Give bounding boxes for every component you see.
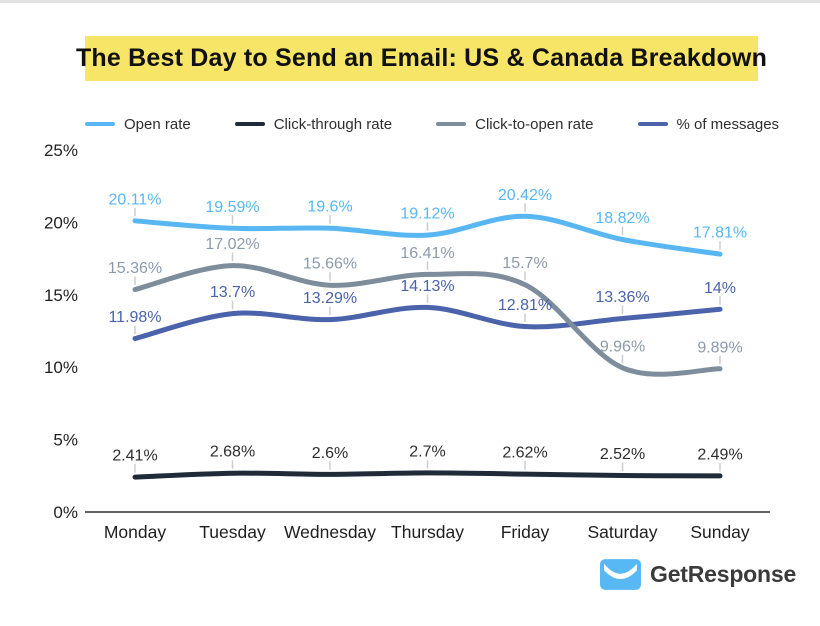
data-point-label: 9.96% [600, 338, 645, 355]
data-point-label: 15.66% [303, 256, 357, 273]
series-line-open-rate [132, 213, 723, 257]
chart-legend: Open rate Click-through rate Click-to-open… [85, 113, 779, 135]
legend-label: Click-through rate [273, 115, 393, 133]
data-point-label: 20.11% [108, 191, 161, 208]
data-point-label: 14% [704, 280, 736, 297]
series-labels-click-to-open-rate: 15.36% 17.02% 15.66% 16.41% 15.7% 9.96% 9.89% [108, 236, 743, 365]
y-tick-label: 15% [44, 286, 78, 305]
data-point-label: 2.7% [409, 443, 445, 460]
y-axis-labels: 0% 5% 10% 15% 20% 25% [44, 141, 78, 522]
legend-item-click-to-open-rate: Click-to-open rate [436, 115, 594, 133]
legend-label: % of messages [676, 115, 780, 133]
data-point-label: 13.36% [595, 289, 649, 306]
data-point-label: 16.41% [400, 245, 454, 262]
series-line-of-messages [132, 304, 723, 342]
series-line-click-to-open-rate [132, 263, 723, 377]
data-point-label: 19.59% [205, 199, 259, 216]
data-point-label: 2.62% [502, 445, 547, 462]
data-point-label: 2.49% [697, 446, 742, 463]
x-tick-label: Tuesday [199, 522, 266, 542]
legend-swatch-click-to-open-rate [436, 121, 467, 127]
data-point-label: 9.89% [697, 339, 742, 356]
data-point-label: 2.52% [600, 446, 645, 463]
window-top-edge [0, 0, 820, 3]
data-point-label: 11.98% [108, 309, 161, 326]
data-point-label: 17.02% [205, 236, 259, 253]
legend-item-click-through-rate: Click-through rate [234, 115, 393, 133]
series-labels-of-messages: 11.98% 13.7% 13.29% 14.13% 12.81% 13.36% 14% [108, 278, 736, 335]
x-axis-labels: Monday Tuesday Wednesday Thursday Friday Satu… [104, 522, 750, 542]
logo-text: GetResponse [650, 561, 797, 587]
envelope-smile-icon [600, 559, 641, 590]
data-point-label: 18.82% [595, 210, 649, 227]
data-point-label: 19.6% [307, 199, 352, 216]
title-banner: The Best Day to Send an Email: US & Cana… [76, 36, 767, 81]
data-point-label: 15.7% [502, 255, 547, 272]
series-line-click-through-rate [132, 470, 723, 480]
getresponse-logo: GetResponse [600, 559, 796, 590]
legend-label: Click-to-open rate [475, 115, 594, 133]
data-point-label: 17.81% [693, 225, 747, 242]
legend-swatch-of-messages [637, 121, 668, 127]
legend-item-open-rate: Open rate [85, 116, 191, 133]
y-tick-label: 0% [53, 503, 78, 522]
legend-label: Open rate [124, 115, 191, 133]
series-labels-click-through-rate: 2.41% 2.68% 2.6% 2.7% 2.62% 2.52% 2.49% [112, 443, 743, 473]
legend-swatch-click-through-rate [234, 121, 265, 127]
data-point-label: 2.6% [312, 445, 348, 462]
y-tick-label: 5% [53, 431, 78, 450]
data-point-label: 20.42% [498, 187, 552, 204]
x-tick-label: Wednesday [284, 522, 376, 542]
data-point-label: 2.68% [210, 444, 255, 461]
x-tick-label: Monday [104, 522, 167, 542]
data-point-label: 12.81% [498, 297, 552, 314]
y-tick-label: 20% [44, 213, 78, 232]
y-tick-label: 25% [44, 141, 78, 160]
y-tick-label: 10% [44, 358, 78, 377]
series-labels-open-rate: 20.11% 19.59% 19.6% 19.12% 20.42% 18.82% 17.81… [108, 187, 747, 250]
x-tick-label: Thursday [391, 522, 464, 542]
data-point-label: 13.29% [303, 290, 357, 307]
legend-item-of-messages: % of messages [637, 115, 780, 133]
data-point-label: 14.13% [400, 278, 454, 295]
data-point-label: 13.7% [210, 284, 255, 301]
data-point-label: 2.41% [112, 448, 157, 465]
data-point-label: 15.36% [108, 260, 162, 277]
data-point-label: 19.12% [400, 206, 454, 223]
legend-swatch-open-rate [85, 121, 115, 127]
x-tick-label: Saturday [587, 522, 657, 542]
page-title: The Best Day to Send an Email: US & Cana… [75, 44, 768, 72]
x-tick-label: Sunday [690, 522, 750, 542]
x-tick-label: Friday [501, 522, 550, 542]
